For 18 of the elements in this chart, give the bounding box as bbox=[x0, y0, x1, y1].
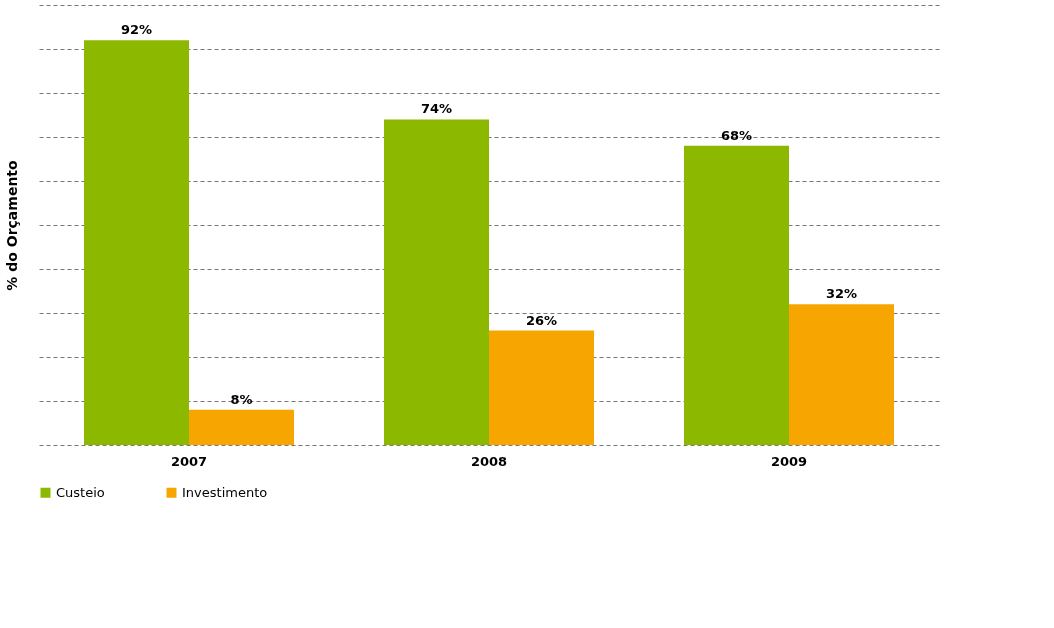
legend-label: Custeio bbox=[56, 484, 105, 500]
bar bbox=[684, 145, 789, 445]
legend-label: Investimento bbox=[182, 484, 268, 500]
data-label: 8% bbox=[230, 391, 253, 407]
bar bbox=[189, 409, 294, 445]
bar bbox=[84, 40, 189, 445]
y-axis-title: % do Orçamento bbox=[3, 159, 20, 291]
data-label: 68% bbox=[720, 127, 753, 143]
x-tick-label: 2008 bbox=[470, 453, 508, 469]
bar bbox=[489, 330, 594, 445]
bar bbox=[789, 304, 894, 445]
x-tick-label: 2009 bbox=[770, 453, 808, 469]
data-label: 92% bbox=[120, 22, 153, 38]
data-label: 32% bbox=[825, 286, 858, 302]
bar bbox=[384, 119, 489, 445]
data-label: 74% bbox=[420, 101, 453, 117]
data-label: 26% bbox=[525, 312, 558, 328]
x-tick-label: 2007 bbox=[170, 453, 208, 469]
